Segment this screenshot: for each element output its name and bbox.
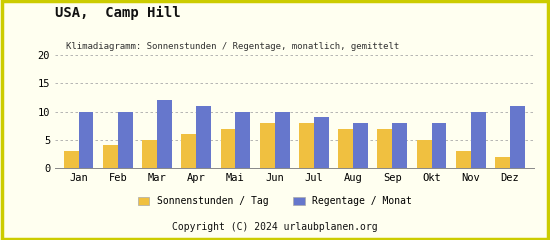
Text: Klimadiagramm: Sonnenstunden / Regentage, monatlich, gemittelt: Klimadiagramm: Sonnenstunden / Regentage… xyxy=(66,42,399,51)
Bar xyxy=(353,123,368,168)
Bar xyxy=(510,106,525,168)
Bar xyxy=(314,117,329,168)
Bar xyxy=(377,129,392,168)
Bar xyxy=(64,151,79,168)
Bar xyxy=(142,140,157,168)
Text: Copyright (C) 2024 urlaubplanen.org: Copyright (C) 2024 urlaubplanen.org xyxy=(172,222,378,232)
Bar xyxy=(299,123,314,168)
Bar xyxy=(157,100,172,168)
Bar xyxy=(392,123,407,168)
Legend: Sonnenstunden / Tag, Regentage / Monat: Sonnenstunden / Tag, Regentage / Monat xyxy=(134,192,416,210)
Bar xyxy=(196,106,211,168)
Bar xyxy=(235,112,250,168)
Bar xyxy=(471,112,486,168)
Bar xyxy=(495,157,510,168)
Bar xyxy=(416,140,432,168)
Bar xyxy=(221,129,235,168)
Bar xyxy=(103,145,118,168)
Bar xyxy=(338,129,353,168)
Bar xyxy=(118,112,133,168)
Bar xyxy=(260,123,274,168)
Bar xyxy=(456,151,471,168)
Text: USA,  Camp Hill: USA, Camp Hill xyxy=(55,6,180,20)
Bar xyxy=(432,123,447,168)
Bar xyxy=(274,112,289,168)
Bar xyxy=(182,134,196,168)
Bar xyxy=(79,112,94,168)
